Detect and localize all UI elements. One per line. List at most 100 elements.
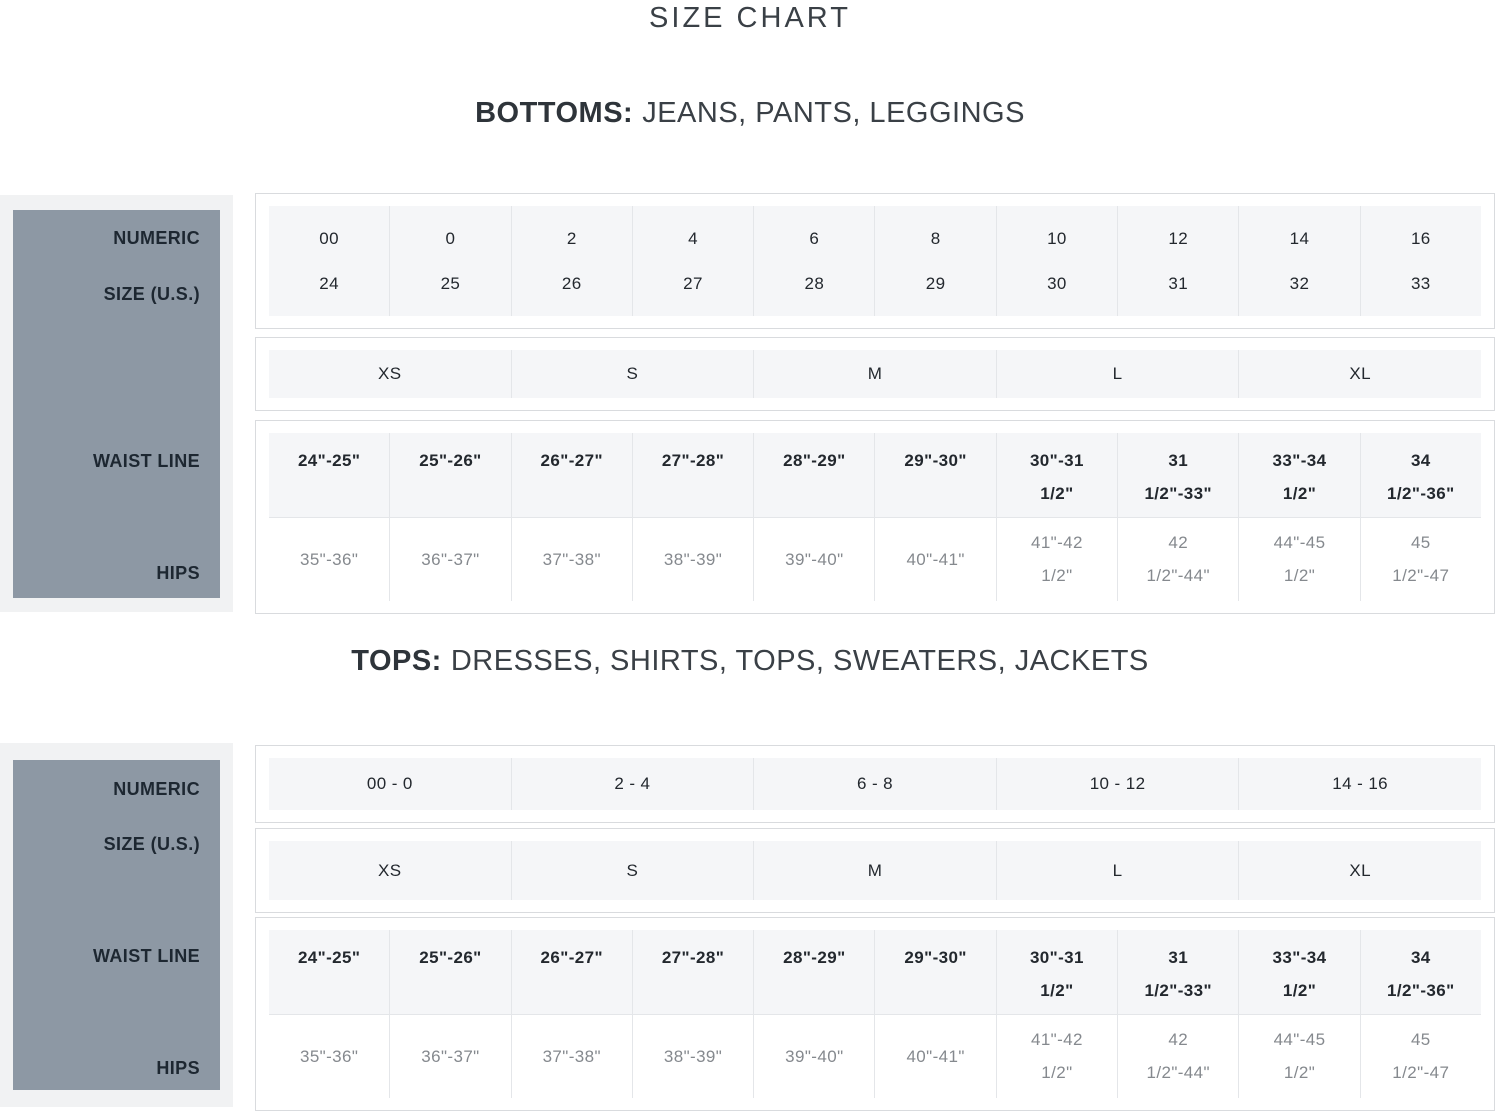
hips-cell: 44"-45 1/2": [1238, 1014, 1360, 1098]
row-label-numeric: NUMERIC: [113, 779, 200, 799]
waist-cell: 27"-28": [631, 930, 754, 1014]
row-label-numeric: NUMERIC: [113, 228, 200, 248]
bottoms-side-box: NUMERIC SIZE (U.S.) WAIST LINE HIPS: [13, 210, 220, 598]
tops-numeric-cells: 00 - 0 2 - 4 6 - 8 10 - 12 14 - 16: [269, 758, 1481, 810]
tops-letter-size-row: XS S M L XL: [255, 828, 1495, 913]
letter-size-cell: M: [753, 841, 996, 900]
bottoms-side-panel: NUMERIC SIZE (U.S.) WAIST LINE HIPS: [0, 195, 233, 612]
numeric-size: 2: [566, 229, 577, 248]
tops-side-panel: NUMERIC SIZE (U.S.) WAIST LINE HIPS: [0, 743, 233, 1107]
bottoms-letter-cells: XS S M L XL: [269, 350, 1481, 398]
hips-cell: 35"-36": [269, 517, 390, 601]
waist-cell: 33"-34 1/2": [1238, 930, 1360, 1014]
tops-hips-row: 35"-36" 36"-37" 37"-38" 38"-39" 39"-40" …: [269, 1014, 1481, 1098]
hips-cell: 38"-39": [631, 1014, 754, 1098]
hips-cell: 45 1/2"-47: [1359, 517, 1481, 601]
size-cell: 6 28: [753, 206, 875, 316]
numeric-size: 16: [1410, 229, 1431, 248]
size-cell: 00 24: [269, 206, 390, 316]
letter-size-cell: M: [753, 350, 996, 398]
hips-cell: 40"-41": [874, 1014, 996, 1098]
numeric-size: 00: [319, 229, 339, 248]
numeric-size: 10: [1047, 229, 1067, 248]
hips-cell: 42 1/2"-44": [1117, 1014, 1239, 1098]
size-cell: 12 31: [1117, 206, 1239, 316]
hips-cell: 42 1/2"-44": [1117, 517, 1239, 601]
numeric-size: 12: [1168, 229, 1189, 248]
waist-cell: 31 1/2"-33": [1117, 930, 1239, 1014]
numeric-size: 8: [930, 229, 941, 248]
row-label-waist: WAIST LINE: [93, 451, 200, 471]
letter-size-cell: XL: [1238, 350, 1481, 398]
letter-size-cell: XL: [1238, 841, 1481, 900]
waist-cell: 29"-30": [874, 433, 996, 517]
us-size: 31: [1168, 274, 1189, 293]
us-size: 24: [319, 274, 339, 293]
numeric-size: 6: [809, 229, 820, 248]
letter-size-cell: L: [995, 841, 1239, 900]
row-label-size-us: SIZE (U.S.): [103, 284, 200, 304]
numeric-size: 4: [688, 229, 698, 248]
size-cell: 0 25: [389, 206, 511, 316]
tops-waist-row: 24"-25" 25"-26" 26"-27" 27"-28" 28"-29" …: [269, 930, 1481, 1015]
hips-cell: 39"-40": [753, 517, 875, 601]
size-range-cell: 10 - 12: [995, 758, 1239, 810]
size-cell: 4 27: [631, 206, 754, 316]
waist-cell: 26"-27": [510, 433, 632, 517]
bottoms-items-label: JEANS, PANTS, LEGGINGS: [642, 97, 1025, 129]
bottoms-measurements: 24"-25" 25"-26" 26"-27" 27"-28" 28"-29" …: [269, 433, 1481, 601]
waist-cell: 30"-31 1/2": [995, 930, 1118, 1014]
us-size: 32: [1289, 274, 1310, 293]
waist-cell: 24"-25": [269, 930, 390, 1014]
waist-cell: 28"-29": [753, 930, 875, 1014]
size-range-cell: 00 - 0: [269, 758, 511, 810]
us-size: 28: [804, 274, 825, 293]
hips-cell: 36"-37": [389, 517, 511, 601]
us-size: 27: [683, 274, 703, 293]
row-label-hips: HIPS: [156, 1058, 200, 1078]
letter-size-cell: L: [995, 350, 1239, 398]
hips-cell: 40"-41": [874, 517, 996, 601]
waist-cell: 34 1/2"-36": [1359, 433, 1481, 517]
bottoms-hips-row: 35"-36" 36"-37" 37"-38" 38"-39" 39"-40" …: [269, 517, 1481, 601]
hips-cell: 37"-38": [510, 517, 632, 601]
bottoms-numeric-cells: 00 24 0 25 2 26 4 27 6 28 8 29 10 30 12 31 14 32 …: [269, 206, 1481, 316]
hips-cell: 44"-45 1/2": [1238, 517, 1360, 601]
size-cell: 10 30: [995, 206, 1118, 316]
tops-measurements-rows: 24"-25" 25"-26" 26"-27" 27"-28" 28"-29" …: [255, 917, 1495, 1111]
us-size: 33: [1410, 274, 1431, 293]
waist-cell: 25"-26": [389, 930, 511, 1014]
waist-cell: 28"-29": [753, 433, 875, 517]
row-label-size-us: SIZE (U.S.): [103, 834, 200, 854]
tops-letter-cells: XS S M L XL: [269, 841, 1481, 900]
hips-cell: 41"-42 1/2": [995, 517, 1118, 601]
waist-cell: 25"-26": [389, 433, 511, 517]
hips-cell: 41"-42 1/2": [995, 1014, 1118, 1098]
tops-side-box: NUMERIC SIZE (U.S.) WAIST LINE HIPS: [13, 760, 220, 1090]
section-heading-tops: TOPS: DRESSES, SHIRTS, TOPS, SWEATERS, JA…: [0, 645, 1500, 678]
hips-cell: 45 1/2"-47: [1359, 1014, 1481, 1098]
hips-cell: 39"-40": [753, 1014, 875, 1098]
us-size: 29: [925, 274, 946, 293]
waist-cell: 29"-30": [874, 930, 996, 1014]
size-cell: 8 29: [874, 206, 996, 316]
tops-category-label: TOPS:: [351, 645, 442, 677]
numeric-size: 0: [445, 229, 456, 248]
tops-items-label: DRESSES, SHIRTS, TOPS, SWEATERS, JACKETS: [450, 645, 1149, 677]
hips-cell: 38"-39": [631, 517, 754, 601]
waist-cell: 24"-25": [269, 433, 390, 517]
us-size: 26: [561, 274, 582, 293]
size-cell: 16 33: [1359, 206, 1481, 316]
row-label-hips: HIPS: [156, 563, 200, 583]
letter-size-cell: S: [510, 841, 754, 900]
waist-cell: 30"-31 1/2": [995, 433, 1118, 517]
waist-cell: 26"-27": [510, 930, 632, 1014]
size-cell: 2 26: [510, 206, 632, 316]
bottoms-measurements-rows: 24"-25" 25"-26" 26"-27" 27"-28" 28"-29" …: [255, 420, 1495, 614]
waist-cell: 33"-34 1/2": [1238, 433, 1360, 517]
bottoms-numeric-size-row: 00 24 0 25 2 26 4 27 6 28 8 29 10 30 12 31 14 32 …: [255, 193, 1495, 329]
waist-cell: 27"-28": [631, 433, 754, 517]
size-range-cell: 6 - 8: [753, 758, 996, 810]
bottoms-waist-row: 24"-25" 25"-26" 26"-27" 27"-28" 28"-29" …: [269, 433, 1481, 518]
letter-size-cell: XS: [269, 841, 511, 900]
